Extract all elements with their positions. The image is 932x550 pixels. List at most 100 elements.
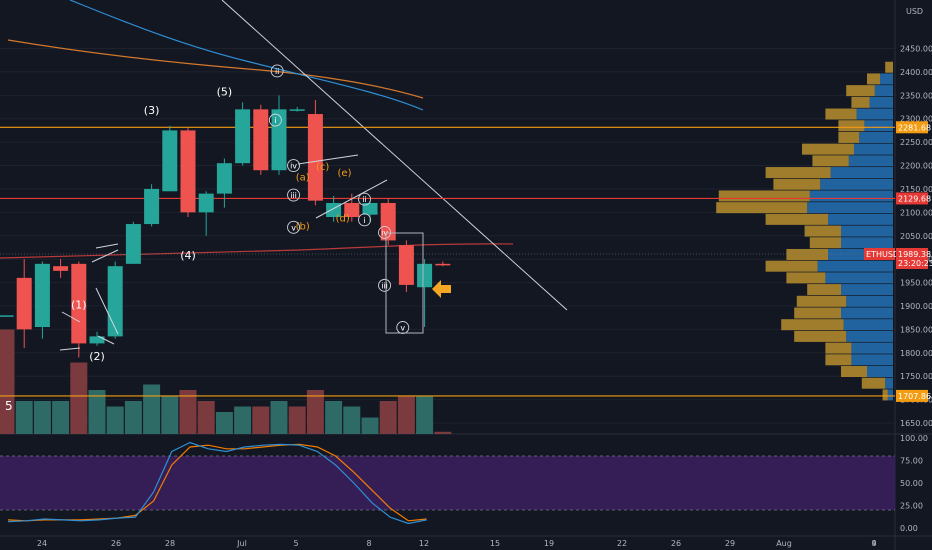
profile-bar-blue (807, 202, 893, 214)
profile-bar-blue (841, 225, 893, 237)
oscillator-tick: 0.00 (900, 524, 918, 533)
profile-bar-gold (765, 167, 831, 179)
time-axis[interactable]: 24 26 28 Jul 5 8 12 15 19 22 26 29 Aug 49 (37, 539, 877, 548)
profile-bar-blue (869, 96, 893, 108)
annotation-stroke (315, 179, 388, 219)
profile-bar-blue (856, 108, 893, 120)
wave-label: (4) (180, 249, 196, 262)
profile-bar-blue (854, 143, 893, 155)
profile-bar-blue (841, 284, 893, 296)
annotation-stroke (91, 249, 119, 263)
wave-circle-label: v (400, 324, 405, 333)
wave-circle (358, 213, 371, 227)
profile-bar-gold (765, 213, 828, 225)
countdown-label: 23:20:23 (898, 259, 932, 268)
wave-circle-label: i (363, 216, 365, 225)
profile-bar-gold (841, 366, 867, 378)
oscillator-band (0, 456, 895, 510)
volume-bar (343, 406, 361, 434)
candle-body (107, 266, 123, 337)
profile-bar-blue (843, 319, 893, 331)
profile-bar-gold (885, 61, 893, 73)
indicator-lines (0, 0, 895, 311)
profile-bar-gold (786, 272, 826, 284)
candle-body (89, 336, 105, 344)
candle-body (253, 109, 269, 171)
profile-bar-blue (880, 73, 893, 85)
price-tick: 2150.00 (900, 185, 932, 194)
candle-body (198, 193, 214, 213)
wave-circle (287, 159, 301, 172)
volume-bar (143, 384, 161, 434)
candle-body (362, 202, 378, 215)
volume-bar (124, 401, 142, 434)
price-tick: 1650.00 (900, 419, 932, 428)
profile-bar-blue (848, 155, 893, 167)
price-tick: 1800.00 (900, 349, 932, 358)
candle-body (289, 109, 305, 111)
currency-label: USD (906, 7, 923, 16)
oscillator-tick: 25.00 (900, 502, 923, 511)
candle-body (125, 224, 141, 264)
time-tick: 24 (37, 539, 47, 548)
time-tick: 26 (671, 539, 681, 548)
profile-bar-blue (830, 167, 893, 179)
wave-circle-label: iii (290, 191, 297, 200)
volume-bars (0, 329, 452, 434)
wave-circle (268, 113, 282, 127)
volume-bar (52, 401, 70, 434)
time-tick: 26 (111, 539, 121, 548)
symbol-label: ETHUSD (866, 250, 899, 259)
arrow-left-icon (432, 280, 451, 298)
wave-label: (2) (89, 350, 105, 363)
price-tags: ETHUSD 1989.38 23:20:23 2281.68 2129.68 17… (864, 121, 932, 402)
price-level-label: 2281.68 (898, 123, 931, 132)
volume-bar (306, 390, 324, 434)
annotation-stroke (59, 347, 81, 351)
profile-bar-blue (885, 377, 893, 389)
last-price-label: 1989.38 (898, 250, 931, 259)
profile-bar-gold (809, 237, 841, 249)
volume-bar (379, 401, 397, 434)
price-tick: 2050.00 (900, 232, 932, 241)
candle-body (417, 263, 433, 288)
wave-circle-label: iii (381, 281, 388, 290)
profile-bar-blue (828, 248, 893, 260)
annotation-stroke (95, 243, 119, 249)
volume-profile (716, 61, 893, 401)
time-tick: 5 (293, 539, 298, 548)
candle-body (271, 109, 287, 171)
profile-bar-blue (864, 120, 893, 132)
time-tick: 15 (490, 539, 500, 548)
volume-label: 5 (5, 399, 13, 413)
profile-bar-blue (828, 213, 893, 225)
wave-circle (270, 64, 284, 78)
volume-bar (0, 329, 15, 434)
candle-body (71, 263, 87, 344)
volume-bar (33, 401, 51, 434)
time-tick: 4 (871, 539, 876, 548)
profile-bar-gold (802, 143, 854, 155)
wave-circle (396, 321, 410, 334)
price-level-tag (896, 121, 928, 134)
candle-body (34, 263, 50, 328)
volume-bar (161, 395, 179, 434)
price-level-tag (896, 389, 928, 402)
profile-bar-gold (838, 131, 860, 143)
profile-bar-gold (716, 202, 808, 214)
profile-bar-blue (874, 85, 893, 97)
price-axis[interactable]: USD 2450.00 2400.00 2350.00 2300.00 2250.00 2… (900, 7, 932, 428)
oscillator-tick: 75.00 (900, 457, 923, 466)
wave-circle (287, 220, 301, 234)
profile-bar-gold (794, 307, 841, 319)
annotation-stroke (97, 335, 115, 345)
price-tick: 1750.00 (900, 372, 932, 381)
profile-bar-gold (786, 248, 828, 260)
wave-annotations: (1)(2)(3)(4)(5)(a)(c)(e)(b)(d)iiiiviiivi… (59, 64, 451, 363)
trend-line (221, 0, 568, 311)
time-tick: 8 (366, 539, 371, 548)
wave-circle-label: iv (381, 228, 388, 237)
candle-body (180, 130, 196, 213)
